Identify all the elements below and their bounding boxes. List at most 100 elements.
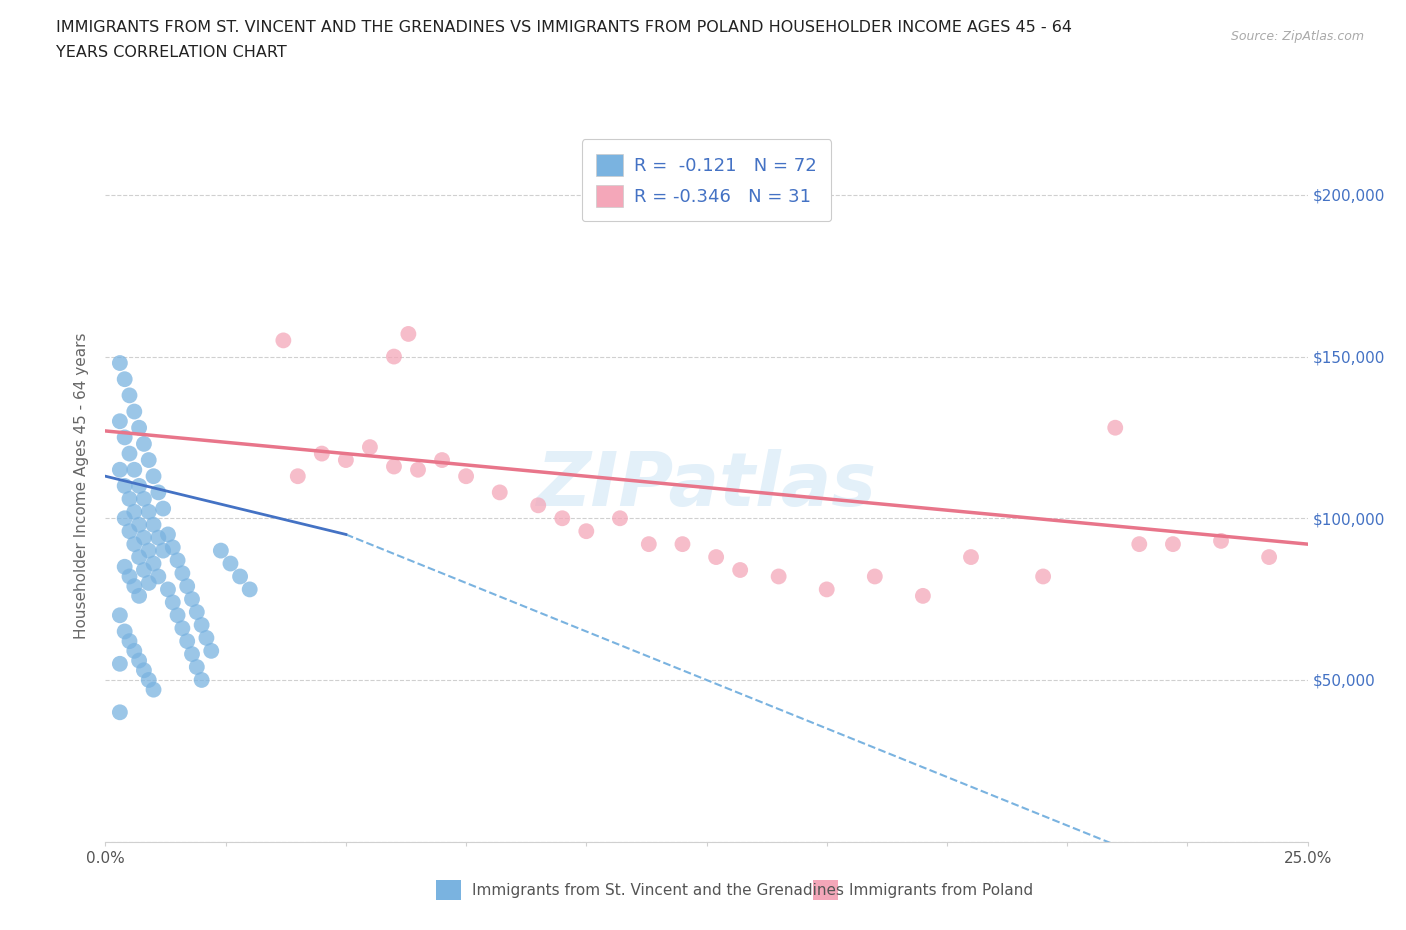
Point	[162, 595, 184, 610]
Point	[186, 604, 208, 619]
Point	[138, 576, 160, 591]
Text: Source: ZipAtlas.com: Source: ZipAtlas.com	[1230, 30, 1364, 43]
Point	[128, 589, 150, 604]
Legend: R =  -0.121   N = 72, R = -0.346   N = 31: R = -0.121 N = 72, R = -0.346 N = 31	[582, 140, 831, 221]
Point	[911, 589, 934, 604]
Point	[108, 705, 131, 720]
Point	[172, 621, 194, 636]
Point	[124, 405, 146, 419]
Point	[148, 569, 170, 584]
Point	[114, 624, 136, 639]
Point	[396, 326, 419, 341]
Point	[728, 563, 751, 578]
Bar	[436, 880, 461, 900]
Point	[128, 479, 150, 494]
Point	[190, 672, 212, 687]
Point	[118, 491, 141, 506]
Point	[209, 543, 232, 558]
Point	[176, 633, 198, 648]
Point	[128, 517, 150, 532]
Point	[311, 446, 333, 461]
Point	[200, 644, 222, 658]
Point	[1032, 569, 1054, 584]
Point	[609, 511, 631, 525]
Point	[118, 524, 141, 538]
Point	[186, 659, 208, 674]
Point	[166, 608, 188, 623]
Point	[960, 550, 983, 565]
Point	[114, 372, 136, 387]
Point	[287, 469, 309, 484]
Point	[128, 550, 150, 565]
Text: YEARS CORRELATION CHART: YEARS CORRELATION CHART	[56, 45, 287, 60]
Point	[704, 550, 727, 565]
Point	[142, 683, 165, 698]
Point	[382, 349, 405, 364]
Point	[406, 462, 429, 477]
Point	[162, 540, 184, 555]
Point	[114, 430, 136, 445]
Point	[1128, 537, 1150, 551]
Point	[128, 420, 150, 435]
Point	[575, 524, 598, 538]
Text: Immigrants from St. Vincent and the Grenadines: Immigrants from St. Vincent and the Gren…	[472, 883, 845, 897]
Bar	[813, 880, 838, 900]
Point	[172, 565, 194, 580]
Point	[124, 462, 146, 477]
Point	[768, 569, 790, 584]
Point	[118, 446, 141, 461]
Point	[132, 491, 155, 506]
Point	[142, 517, 165, 532]
Text: Immigrants from Poland: Immigrants from Poland	[849, 883, 1033, 897]
Point	[359, 440, 381, 455]
Point	[190, 618, 212, 632]
Point	[132, 563, 155, 578]
Point	[152, 501, 174, 516]
Point	[138, 543, 160, 558]
Point	[152, 543, 174, 558]
Point	[551, 511, 574, 525]
Point	[118, 633, 141, 648]
Point	[114, 479, 136, 494]
Point	[108, 355, 131, 370]
Point	[335, 453, 357, 468]
Point	[156, 527, 179, 542]
Point	[132, 530, 155, 545]
Point	[118, 569, 141, 584]
Point	[181, 591, 204, 606]
Point	[637, 537, 659, 551]
Point	[128, 653, 150, 668]
Point	[815, 582, 838, 597]
Point	[382, 459, 405, 474]
Point	[148, 485, 170, 499]
Point	[108, 414, 131, 429]
Point	[114, 511, 136, 525]
Point	[239, 582, 262, 597]
Point	[132, 663, 155, 678]
Point	[114, 559, 136, 574]
Point	[181, 646, 204, 661]
Point	[108, 462, 131, 477]
Point	[430, 453, 453, 468]
Point	[138, 672, 160, 687]
Point	[156, 582, 179, 597]
Point	[863, 569, 886, 584]
Point	[527, 498, 550, 512]
Point	[148, 530, 170, 545]
Point	[124, 578, 146, 593]
Point	[132, 436, 155, 451]
Point	[118, 388, 141, 403]
Point	[454, 469, 477, 484]
Text: ZIPatlas: ZIPatlas	[537, 449, 876, 523]
Point	[195, 631, 218, 645]
Point	[142, 469, 165, 484]
Point	[166, 552, 188, 567]
Point	[229, 569, 252, 584]
Point	[124, 537, 146, 551]
Point	[219, 556, 242, 571]
Point	[1104, 420, 1126, 435]
Point	[671, 537, 693, 551]
Point	[108, 608, 131, 623]
Y-axis label: Householder Income Ages 45 - 64 years: Householder Income Ages 45 - 64 years	[75, 333, 90, 639]
Point	[138, 453, 160, 468]
